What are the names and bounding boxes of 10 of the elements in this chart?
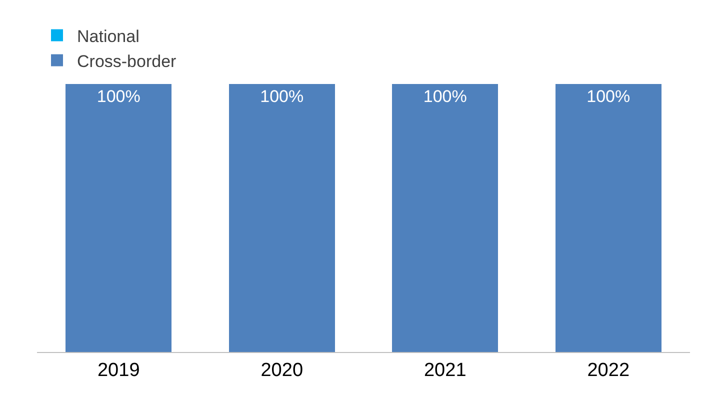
x-tick-label: 2019 [97, 360, 140, 381]
data-label: 100% [260, 87, 304, 106]
x-tick-label: 2021 [424, 360, 466, 381]
legend-label: National [77, 26, 140, 46]
x-tick-label: 2022 [587, 360, 630, 381]
data-label: 100% [586, 87, 630, 106]
legend-label: Cross-border [77, 52, 177, 71]
x-tick-label: 2020 [260, 360, 304, 381]
data-label: 100% [96, 87, 140, 106]
data-label: 100% [423, 87, 467, 106]
